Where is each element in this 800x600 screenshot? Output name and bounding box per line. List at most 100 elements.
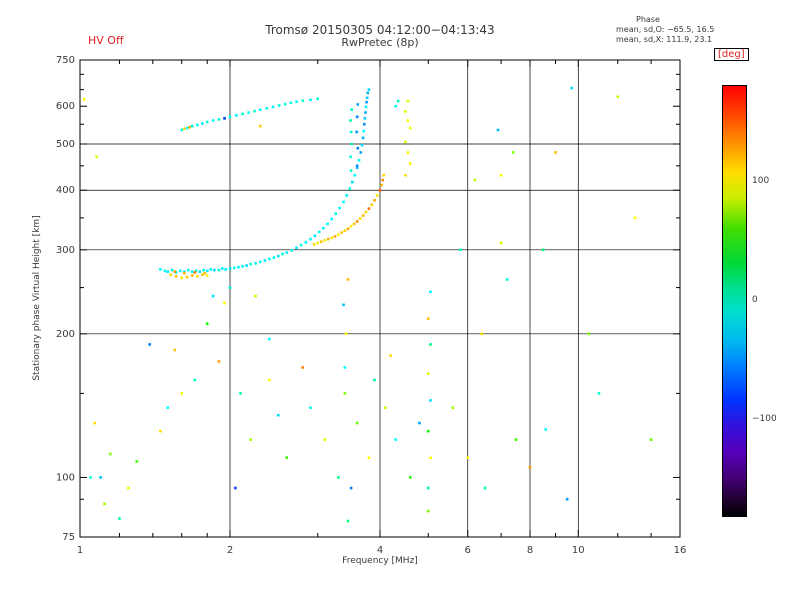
colorbar-tick-label: −100 — [752, 414, 777, 425]
data-point — [169, 273, 172, 277]
data-point — [228, 115, 232, 119]
data-point — [350, 108, 354, 112]
data-point — [185, 275, 189, 279]
data-point — [350, 142, 354, 146]
data-point — [281, 252, 284, 256]
data-point — [254, 262, 257, 265]
data-point — [166, 406, 170, 410]
data-point — [295, 100, 298, 104]
data-point — [333, 235, 337, 238]
data-point — [188, 125, 191, 129]
data-point — [394, 438, 397, 441]
x-axis-label: Frequency [MHz] — [342, 556, 418, 566]
data-point — [249, 438, 252, 441]
data-point — [173, 270, 177, 273]
data-point — [330, 236, 334, 240]
data-point — [384, 406, 387, 410]
data-point — [355, 421, 359, 425]
data-point — [406, 119, 410, 122]
data-point — [345, 194, 349, 197]
data-point — [355, 115, 359, 119]
data-point — [196, 274, 199, 278]
data-point — [263, 259, 267, 262]
data-point — [301, 99, 305, 103]
data-point — [193, 378, 197, 382]
data-point — [473, 178, 477, 182]
data-point — [408, 126, 412, 130]
data-point — [190, 124, 194, 128]
data-point — [201, 122, 204, 125]
data-point — [499, 241, 503, 245]
data-point — [565, 497, 569, 501]
data-point — [597, 392, 601, 395]
data-point — [301, 366, 305, 369]
data-point — [373, 378, 376, 382]
data-point — [346, 519, 350, 523]
data-point — [254, 294, 257, 298]
data-point — [212, 268, 216, 272]
data-point — [277, 104, 281, 107]
data-point — [205, 322, 209, 326]
data-point — [342, 303, 345, 307]
data-point — [429, 290, 432, 294]
data-point — [309, 406, 312, 410]
data-point — [349, 225, 353, 228]
data-point — [187, 268, 190, 272]
data-point — [340, 231, 343, 234]
data-point — [359, 151, 363, 154]
data-point — [202, 268, 205, 272]
data-point — [320, 240, 323, 243]
data-point — [309, 98, 312, 102]
data-point — [355, 164, 359, 168]
data-point — [370, 203, 374, 206]
data-point — [355, 130, 358, 134]
y-tick-label: 600 — [56, 101, 75, 112]
data-point — [337, 476, 340, 479]
data-point — [316, 97, 320, 101]
data-point — [258, 108, 262, 112]
data-point — [418, 421, 421, 425]
colorbar-units-label: [deg] — [714, 48, 749, 61]
data-point — [283, 102, 287, 106]
data-point — [344, 332, 348, 336]
data-point — [183, 127, 186, 131]
data-point — [241, 265, 244, 268]
data-point — [364, 210, 368, 214]
data-point — [343, 392, 347, 395]
data-point — [235, 114, 238, 117]
data-point — [373, 199, 376, 202]
data-point — [349, 486, 353, 490]
data-point — [304, 241, 308, 244]
data-point — [180, 128, 184, 132]
y-tick-label: 100 — [56, 472, 75, 483]
data-point — [404, 140, 407, 144]
phase-stats-heading: Phase — [636, 15, 660, 24]
data-point — [343, 229, 347, 233]
data-point — [426, 486, 430, 490]
x-tick-label: 2 — [227, 545, 233, 556]
data-point — [209, 268, 213, 271]
data-point — [554, 151, 557, 154]
data-point — [327, 237, 330, 241]
data-point — [185, 126, 189, 130]
data-point — [429, 399, 432, 402]
data-point — [159, 429, 162, 433]
data-point — [190, 270, 194, 273]
data-point — [361, 214, 365, 217]
colorbar-tick-label: 100 — [752, 175, 770, 186]
data-point — [348, 187, 352, 190]
data-point — [309, 237, 312, 241]
x-tick-label: 1 — [77, 545, 83, 556]
data-point — [362, 129, 366, 133]
data-point — [323, 239, 327, 242]
data-point — [285, 456, 289, 459]
data-point — [496, 128, 500, 132]
data-point — [211, 294, 215, 298]
data-point — [223, 301, 226, 305]
data-point — [118, 517, 121, 520]
x-tick-label: 10 — [572, 545, 585, 556]
data-point — [228, 267, 232, 270]
data-point — [404, 110, 407, 113]
data-point — [353, 173, 357, 177]
plot-subtitle: RwPretec (8p) — [341, 36, 419, 49]
